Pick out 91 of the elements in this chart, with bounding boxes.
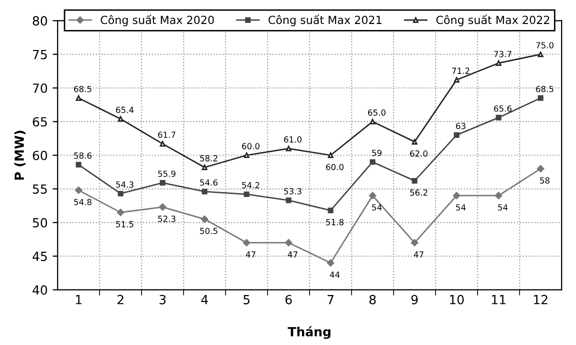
- point: [74, 186, 82, 194]
- point: [536, 165, 544, 172]
- data-label: 47: [414, 251, 424, 258]
- data-label: 55.9: [158, 170, 176, 177]
- point: [158, 203, 166, 211]
- data-label: 58: [540, 177, 550, 184]
- point: [116, 208, 124, 216]
- data-label: 65.6: [494, 105, 512, 112]
- point: [244, 152, 250, 158]
- y-tick-label: 70: [32, 83, 48, 93]
- data-label: 54: [456, 204, 466, 211]
- legend-label: Công suất Max 2021: [268, 14, 382, 26]
- point: [454, 132, 460, 138]
- data-label: 68.5: [536, 86, 554, 92]
- point: [496, 114, 502, 120]
- data-label: 58.2: [200, 155, 218, 162]
- y-tick-label: 60: [32, 150, 48, 160]
- data-label: 51.8: [326, 219, 344, 226]
- data-label: 59: [372, 150, 382, 156]
- legend-label: Công suất Max 2022: [436, 14, 550, 26]
- y-tick-label: 40: [32, 285, 48, 295]
- data-label: 56.2: [410, 189, 428, 196]
- x-tick-label: 2: [118, 294, 124, 304]
- data-label: 53.3: [284, 188, 302, 194]
- point: [200, 216, 208, 223]
- data-label: 75.0: [536, 42, 554, 48]
- point: [244, 191, 250, 198]
- data-label: 54.6: [200, 179, 218, 186]
- x-axis-title: Tháng: [288, 326, 330, 339]
- y-tick-label: 75: [32, 50, 47, 60]
- x-tick-label: 7: [328, 295, 334, 304]
- point: [118, 190, 124, 196]
- data-label: 44: [330, 272, 340, 278]
- x-tick-label: 4: [201, 295, 208, 304]
- point: [242, 239, 250, 246]
- data-label: 54: [498, 204, 508, 211]
- point: [76, 95, 82, 101]
- x-tick-label: 6: [285, 294, 292, 304]
- x-tick-label: 9: [411, 294, 418, 304]
- point: [538, 95, 544, 101]
- data-label: 61.7: [158, 132, 176, 138]
- data-label: 73.7: [494, 50, 512, 58]
- x-tick-label: 10: [450, 294, 464, 304]
- data-label: 61.0: [284, 136, 302, 143]
- data-label: 60.0: [242, 143, 260, 150]
- point: [286, 198, 292, 204]
- data-label: 65.0: [368, 109, 386, 116]
- x-tick-label: 11: [492, 295, 506, 304]
- data-label: 58.6: [74, 152, 92, 159]
- point: [368, 192, 376, 200]
- y-tick-label: 65: [32, 117, 47, 127]
- point: [412, 178, 418, 184]
- x-tick-label: 1: [76, 295, 82, 304]
- legend-label: Công suất Max 2020: [100, 14, 214, 26]
- data-label: 71.2: [452, 68, 470, 74]
- point: [452, 192, 460, 200]
- y-tick-label: 50: [32, 218, 48, 228]
- data-label: 52.3: [158, 216, 176, 222]
- data-label: 65.4: [116, 106, 134, 114]
- point: [410, 239, 418, 246]
- x-tick-label: 8: [369, 294, 376, 304]
- point: [202, 188, 208, 194]
- point: [284, 239, 292, 246]
- point: [496, 60, 502, 66]
- data-label: 50.5: [200, 228, 218, 234]
- data-label: 62.0: [410, 150, 428, 157]
- point: [160, 180, 166, 186]
- y-tick-label: 80: [32, 16, 48, 26]
- data-label: 54.2: [242, 182, 260, 188]
- point: [370, 118, 376, 124]
- x-tick-label: 12: [534, 294, 548, 304]
- data-label: 51.5: [116, 221, 134, 228]
- data-label: 54: [372, 204, 382, 211]
- point: [76, 162, 82, 168]
- data-label: 60.0: [326, 164, 344, 170]
- point: [328, 208, 334, 214]
- point: [370, 159, 376, 165]
- y-tick-label: 55: [32, 184, 47, 194]
- data-label: 47: [246, 251, 256, 258]
- x-tick-label: 3: [160, 294, 166, 304]
- x-tick-label: 5: [244, 295, 250, 304]
- data-label: 68.5: [74, 86, 92, 92]
- y-axis-title: P (MW): [14, 130, 26, 180]
- point: [494, 192, 502, 200]
- data-label: 54.3: [116, 181, 134, 188]
- point: [328, 152, 334, 158]
- y-tick-label: 45: [32, 252, 47, 262]
- data-label: 47: [288, 251, 298, 258]
- data-label: 54.8: [74, 198, 92, 206]
- data-label: 63: [456, 122, 466, 130]
- point: [326, 259, 334, 267]
